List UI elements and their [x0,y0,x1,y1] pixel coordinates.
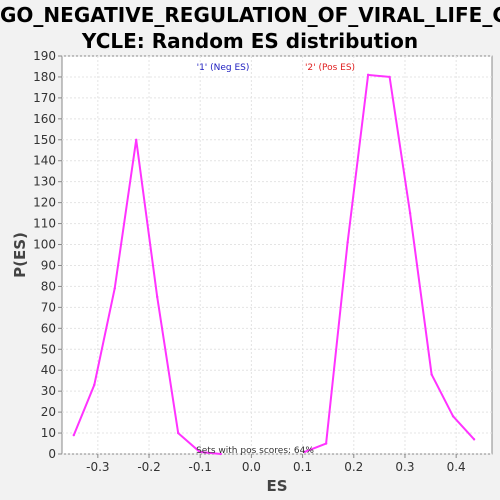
series-layer [72,73,476,456]
series-line-1 [72,139,221,455]
tick-layer: 0 10 20 30 40 50 60 70 80 90 100 110 120 130 140 150 160… [33,49,466,474]
y-tick-label: 180 [33,70,56,84]
data-point [198,450,201,454]
data-point [408,211,412,215]
x-tick-label: 0.4 [447,460,466,474]
y-tick-label: 10 [41,426,56,440]
y-axis-label: P(ES) [11,232,29,278]
x-tick-label: 0.0 [242,460,261,474]
data-point [135,138,138,141]
data-point [72,433,75,437]
y-tick-label: 30 [41,384,56,398]
data-point [346,241,349,244]
data-point [451,415,455,418]
y-tick-label: 150 [33,133,56,147]
y-tick-label: 170 [33,91,56,105]
x-tick-label: -0.2 [137,460,160,474]
data-point [113,287,116,290]
data-point [324,442,328,445]
pos-scores-annotation: Sets with pos scores: 64% [196,446,314,456]
y-tick-label: 120 [33,196,56,210]
y-tick-label: 100 [33,238,56,252]
x-tick-label: -0.3 [86,460,109,474]
legend-pos-es: '2' (Pos ES) [305,63,355,73]
y-tick-label: 160 [33,112,56,126]
plot-area [61,55,493,455]
data-point [303,450,306,454]
chart-title: GO_NEGATIVE_REGULATION_OF_VIRAL_LIFE_C Y… [0,2,500,54]
data-point [472,438,476,441]
data-point [430,373,433,376]
title-line-1: GO_NEGATIVE_REGULATION_OF_VIRAL_LIFE_C [0,3,500,27]
data-point [219,452,222,456]
y-tick-label: 80 [41,279,56,293]
y-tick-label: 0 [48,447,56,461]
data-point [366,73,370,77]
title-line-2: YCLE: Random ES distribution [81,29,419,53]
data-point [156,295,159,299]
data-point [177,431,180,435]
y-tick-label: 40 [41,363,56,377]
legend-neg-es: '1' (Neg ES) [197,63,250,73]
x-axis-label: ES [266,477,287,495]
x-tick-label: 0.2 [344,460,363,474]
x-tick-label: -0.1 [189,460,212,474]
data-point [388,75,391,79]
y-tick-label: 190 [33,49,56,63]
y-tick-label: 70 [41,300,56,314]
data-point [93,383,96,387]
y-tick-label: 60 [41,321,56,335]
x-tick-label: 0.1 [293,460,312,474]
y-tick-label: 130 [33,175,56,189]
y-tick-label: 90 [41,258,56,272]
y-tick-label: 20 [41,405,56,419]
y-tick-label: 110 [33,217,56,231]
y-tick-label: 50 [41,342,56,356]
x-tick-label: 0.3 [395,460,414,474]
y-tick-label: 140 [33,154,56,168]
